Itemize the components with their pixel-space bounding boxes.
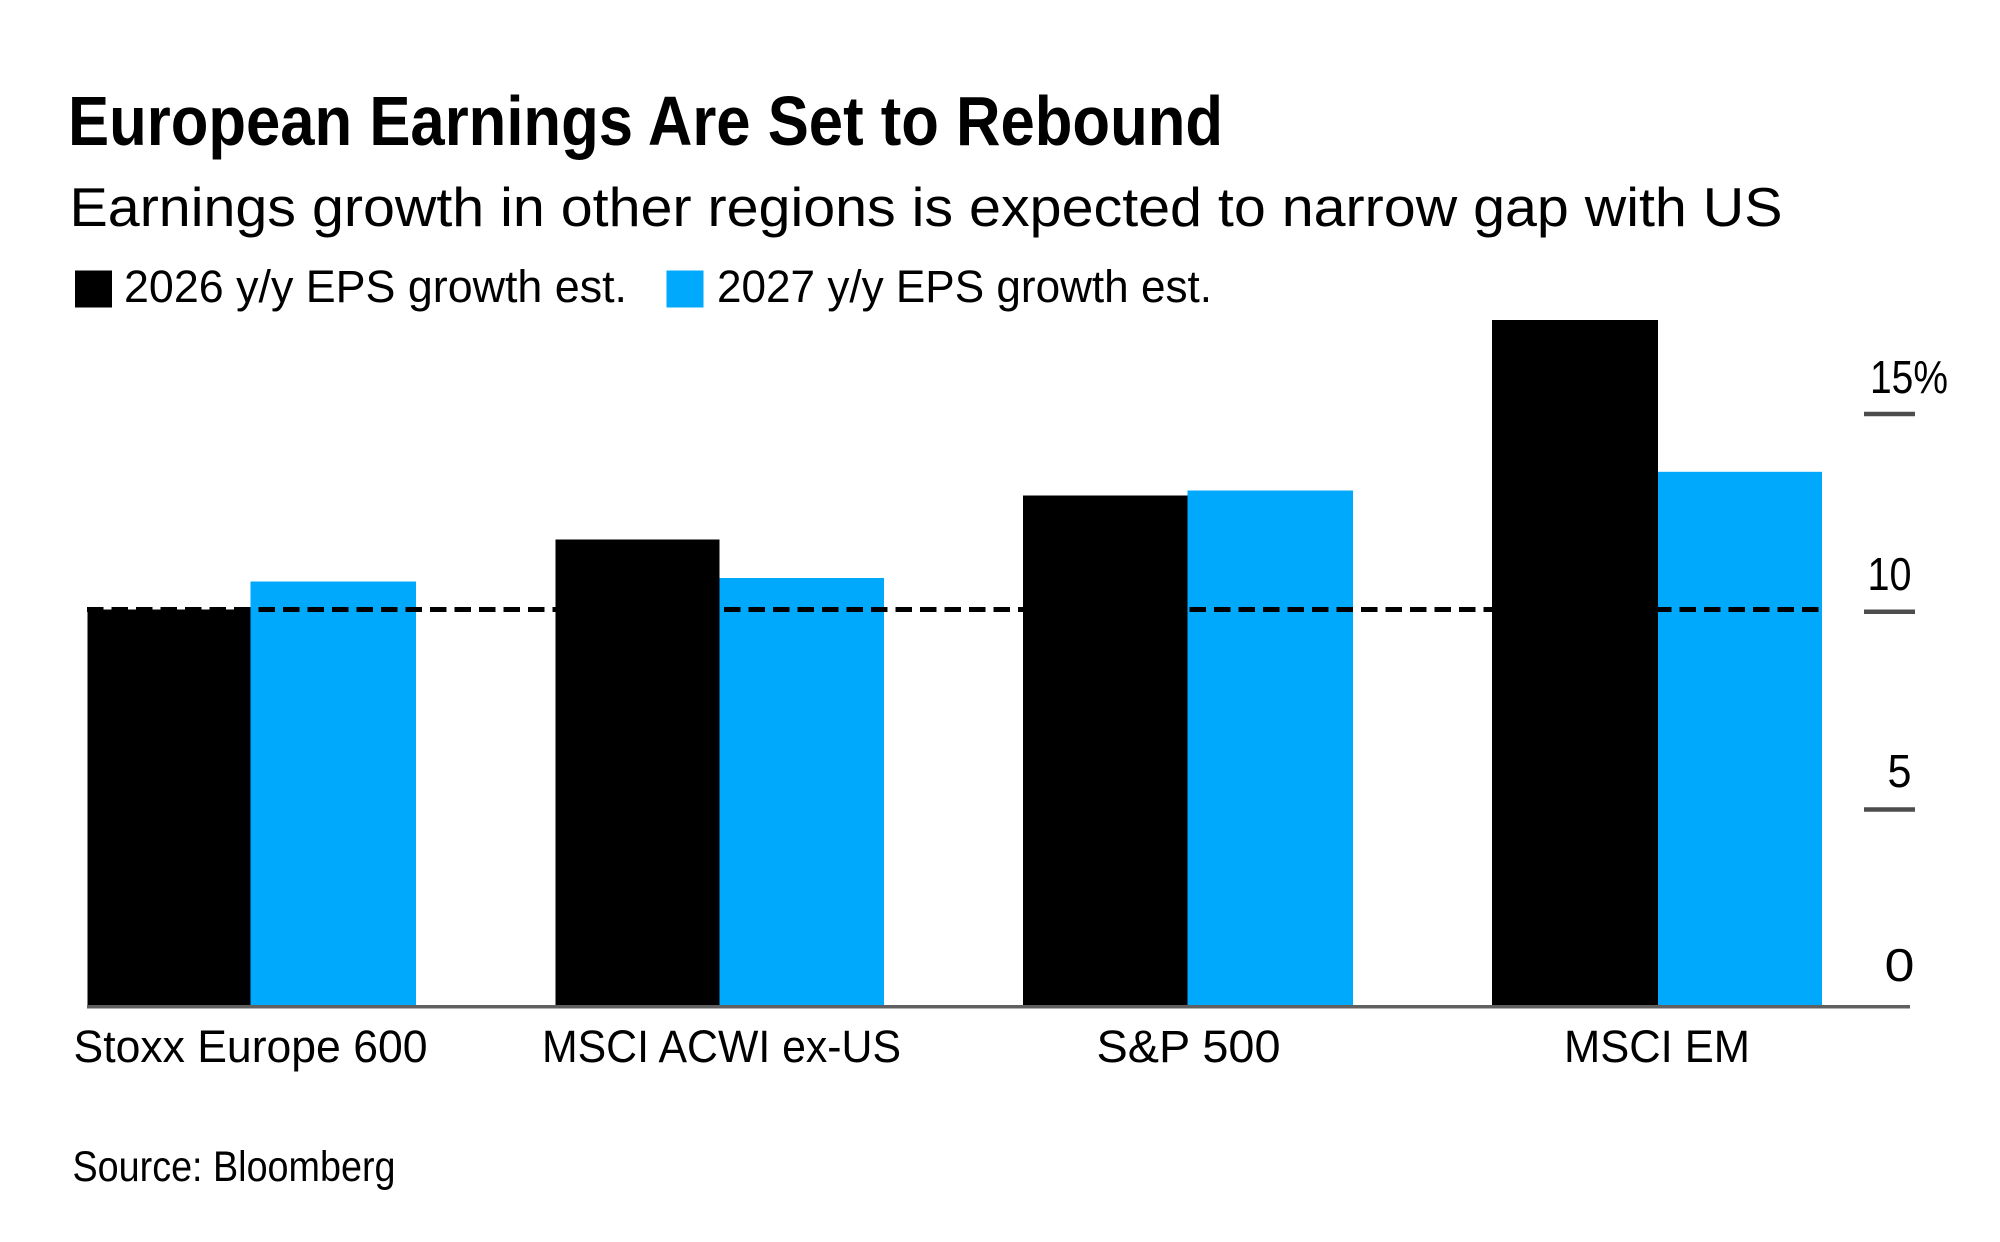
svg-text:2027 y/y EPS growth est.: 2027 y/y EPS growth est. — [717, 261, 1212, 312]
svg-text:10: 10 — [1868, 548, 1912, 600]
svg-text:MSCI ACWI ex-US: MSCI ACWI ex-US — [542, 1021, 901, 1072]
svg-text:2026 y/y EPS growth est.: 2026 y/y EPS growth est. — [124, 261, 627, 312]
svg-text:Source: Bloomberg: Source: Bloomberg — [73, 1143, 396, 1191]
svg-text:5: 5 — [1888, 745, 1912, 797]
svg-text:MSCI EM: MSCI EM — [1564, 1021, 1750, 1072]
svg-text:Earnings growth in other regio: Earnings growth in other regions is expe… — [70, 176, 1783, 238]
svg-text:Stoxx Europe 600: Stoxx Europe 600 — [74, 1021, 428, 1072]
svg-text:0: 0 — [1885, 939, 1915, 991]
svg-text:European Earnings Are Set to R: European Earnings Are Set to Rebound — [68, 82, 1223, 160]
svg-text:S&P 500: S&P 500 — [1097, 1021, 1281, 1072]
svg-text:15%: 15% — [1870, 351, 1948, 403]
